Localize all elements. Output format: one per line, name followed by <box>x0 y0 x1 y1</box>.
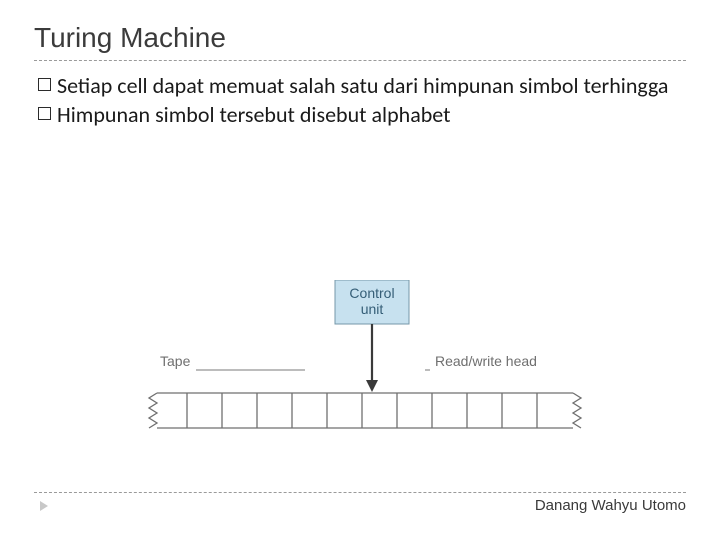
bullet-text: Setiap cell dapat memuat salah satu dari… <box>57 73 668 100</box>
bullet-square-icon <box>38 78 51 91</box>
turing-machine-diagram: Controlunit Tape Read/write head <box>130 280 600 450</box>
control-unit-label-2: unit <box>361 301 384 317</box>
tape-label: Tape <box>160 353 191 369</box>
bullet-list: Setiap cell dapat memuat salah satu dari… <box>34 73 686 129</box>
control-unit-label-1: Control <box>349 285 394 301</box>
footer-divider <box>34 492 686 493</box>
title-divider <box>34 60 686 61</box>
bullet-square-icon <box>38 107 51 120</box>
footer: Danang Wahyu Utomo <box>34 492 686 514</box>
tape-left-zigzag <box>149 393 157 428</box>
tape-right-zigzag <box>573 393 581 428</box>
head-arrow-tip-icon <box>366 380 378 392</box>
list-item: Himpunan simbol tersebut disebut alphabe… <box>38 102 686 129</box>
footer-row: Danang Wahyu Utomo <box>34 497 686 514</box>
slide-container: Turing Machine Setiap cell dapat memuat … <box>0 0 720 540</box>
rw-head-label: Read/write head <box>435 353 537 369</box>
bullet-text: Himpunan simbol tersebut disebut alphabe… <box>57 102 451 129</box>
triangle-icon <box>40 501 48 511</box>
author-name: Danang Wahyu Utomo <box>535 497 686 514</box>
list-item: Setiap cell dapat memuat salah satu dari… <box>38 73 686 100</box>
page-title: Turing Machine <box>34 22 686 54</box>
